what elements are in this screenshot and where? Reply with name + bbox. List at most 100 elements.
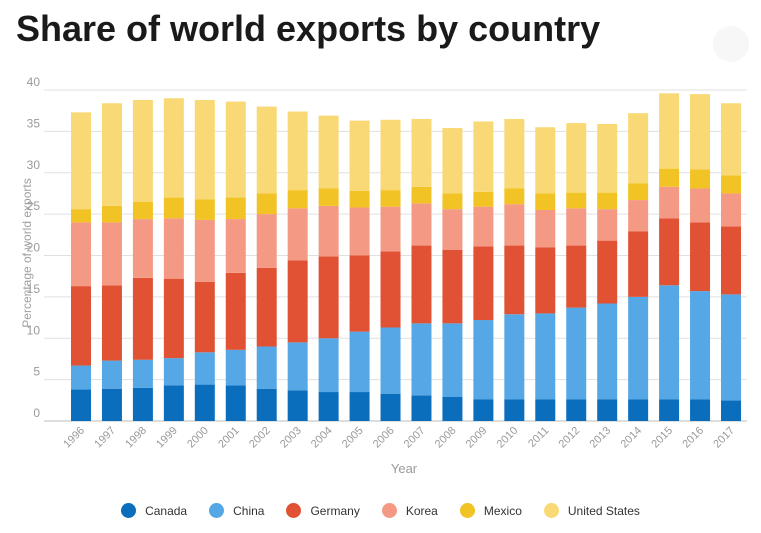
bar-segment-germany [101,285,122,361]
chart-legend: Canada China Germany Korea Mexico United Stat… [0,503,761,518]
bar-segment-mexico [504,188,525,205]
bar-segment-germany [287,260,308,343]
bar-segment-mexico [442,193,463,210]
bar-segment-mexico [659,168,680,187]
x-tick-label: 2008 [433,425,459,451]
y-tick-label: 5 [33,365,40,379]
bar-segment-korea [566,208,587,246]
bar-segment-china [659,285,680,400]
bar-segment-china [442,323,463,398]
bar-segment-china [628,296,649,400]
legend-item-germany[interactable]: Germany [282,503,363,518]
legend-item-canada[interactable]: Canada [117,503,191,518]
bar-segment-germany [690,222,711,292]
bar-segment-mexico [411,186,432,204]
legend-swatch [381,503,397,518]
bar-segment-canada [473,399,494,421]
legend-label: Mexico [483,503,522,518]
bar-segment-united-states [132,99,153,202]
bar-segment-china [71,365,91,390]
x-tick-label: 1998 [123,425,149,451]
bar-segment-united-states [349,120,370,191]
chart-menu-icon[interactable] [713,26,749,62]
bar-segment-china [690,291,711,400]
y-tick-label: 20 [27,241,41,255]
legend-label: United States [567,503,640,518]
bar-segment-united-states [504,118,525,189]
bar-segment-germany [225,272,246,350]
x-tick-label: 1996 [61,425,87,451]
x-tick-label: 2014 [618,425,644,451]
bar-segment-china [380,327,401,394]
bar-segment-mexico [690,169,711,189]
bar-segment-germany [380,251,401,328]
legend-label: China [233,503,265,518]
x-tick-label: 2012 [557,425,583,451]
bar-segment-korea [101,222,122,286]
y-tick-label: 40 [27,75,41,89]
x-tick-label: 2004 [309,425,335,451]
x-tick-label: 2011 [526,425,551,450]
bar-segment-canada [225,385,246,421]
bar-segment-mexico [349,190,370,208]
x-tick-label: 2006 [371,425,397,451]
bar-segment-canada [194,384,215,421]
bar-segment-korea [721,193,741,227]
legend-item-korea[interactable]: Korea [378,503,442,518]
bar-segment-united-states [163,98,184,198]
bar-segment-united-states [659,93,680,169]
bar-segment-germany [349,255,370,332]
bar-segment-germany [566,245,587,308]
x-tick-label: 2009 [464,425,490,451]
bar-segment-germany [442,249,463,324]
bar-segment-mexico [71,209,91,223]
legend-item-china[interactable]: China [205,503,268,518]
bar-segment-germany [194,281,215,353]
bar-segment-united-states [411,118,432,187]
bar-segment-mexico [256,193,277,215]
bar-segment-united-states [101,103,122,206]
x-tick-label: 2007 [402,425,428,451]
bar-segment-mexico [597,192,618,210]
bar-segment-canada [101,388,122,421]
bar-segment-mexico [318,188,339,206]
bar-segment-china [535,313,556,400]
bar-segment-mexico [101,205,122,223]
bar-segment-china [256,346,277,389]
bar-segment-united-states [628,113,649,184]
bar-segment-korea [628,200,649,232]
bar-segment-germany [71,286,91,366]
bar-segment-korea [535,209,556,248]
bar-segment-united-states [256,106,277,194]
bar-segment-germany [256,267,277,347]
bar-segment-mexico [628,183,649,201]
bar-segment-korea [71,222,91,287]
y-tick-label: 30 [27,158,41,172]
y-axis-label: Percentage of world exports [20,178,34,327]
bar-segment-germany [504,245,525,315]
legend-item-united-states[interactable]: United States [540,503,644,518]
bar-segment-united-states [473,121,494,192]
legend-swatch [543,503,559,518]
legend-item-mexico[interactable]: Mexico [456,503,526,518]
bar-segment-united-states [225,101,246,198]
bar-segment-canada [380,393,401,421]
bar-segment-korea [318,205,339,257]
x-tick-label: 2010 [495,425,521,451]
bar-segment-canada [411,395,432,421]
legend-swatch [286,503,302,518]
bar-segment-germany [411,245,432,324]
bar-segment-germany [659,218,680,286]
bar-segment-canada [628,399,649,421]
legend-label: Germany [310,503,360,518]
stacked-bar-chart: 0 5 10 15 20 25 30 35 40 Percentage of world expo… [20,75,747,476]
y-tick-label: 15 [27,282,41,296]
y-tick-label: 35 [27,116,41,130]
bar-segment-canada [535,399,556,421]
bar-segment-canada [256,388,277,421]
legend-swatch [121,503,137,518]
legend-swatch [209,503,225,518]
bar-segment-mexico [473,191,494,207]
bar-segment-germany [163,278,184,359]
bar-segment-canada [287,390,308,421]
